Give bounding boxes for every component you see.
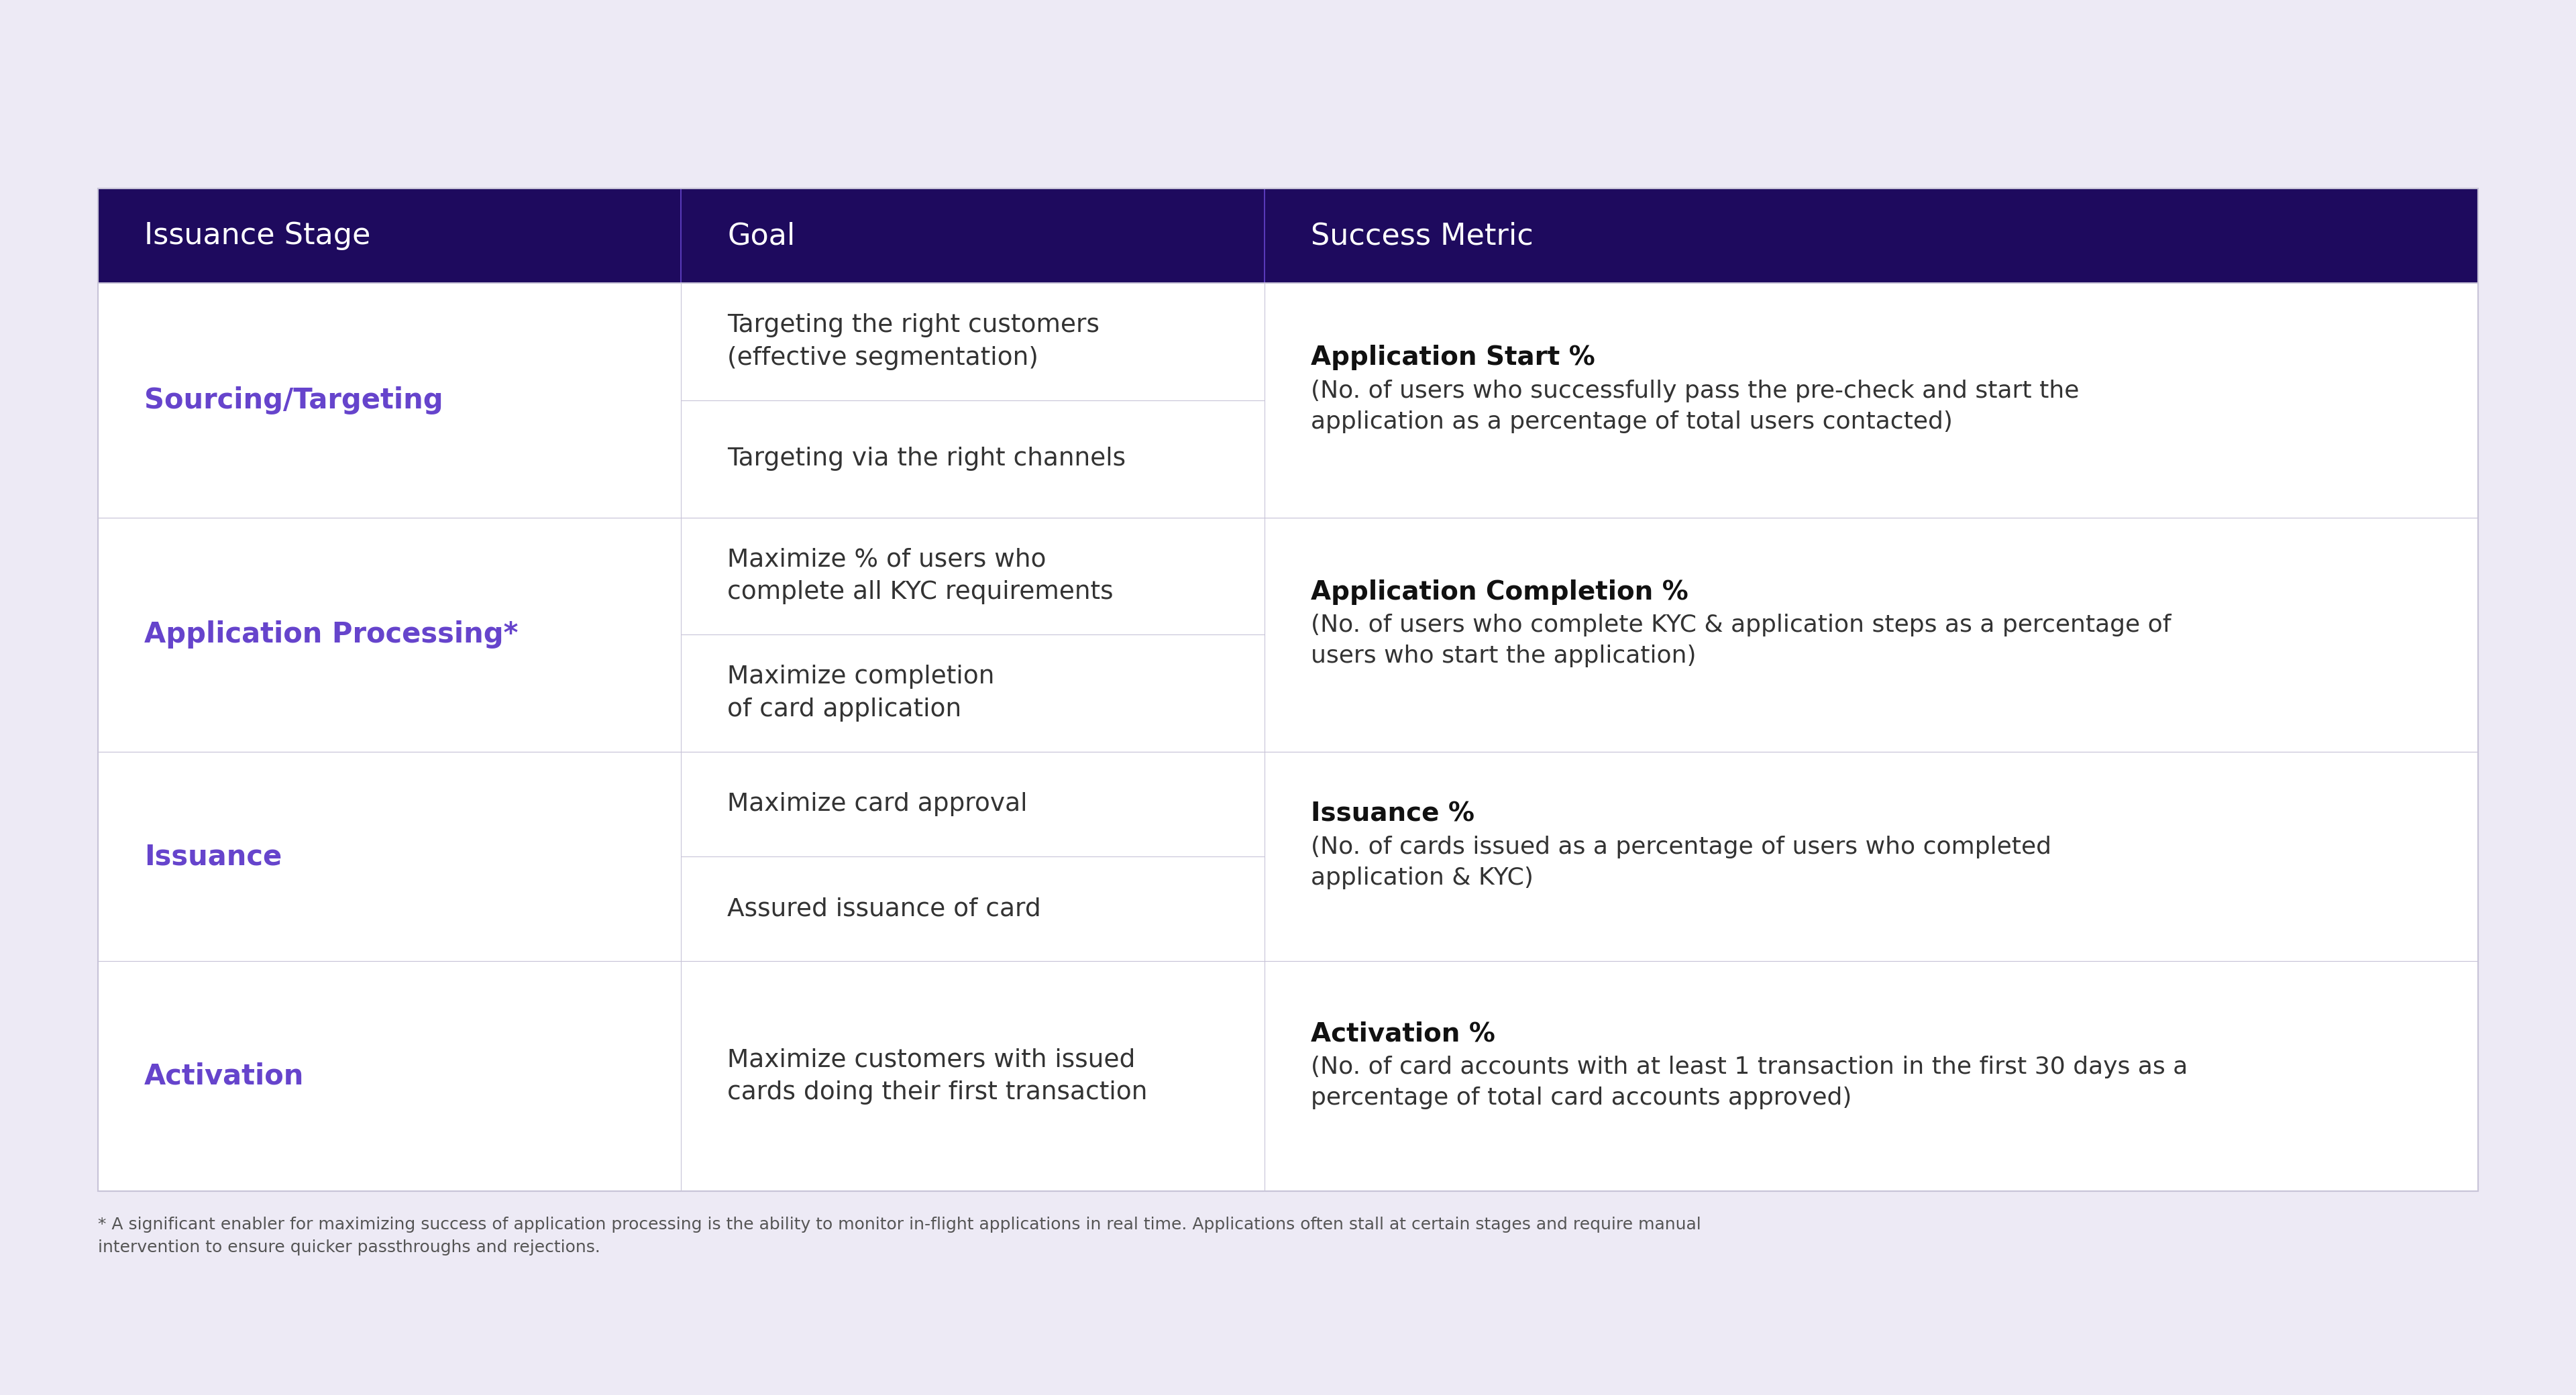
Text: Assured issuance of card: Assured issuance of card	[726, 897, 1041, 921]
Text: Activation: Activation	[144, 1062, 304, 1091]
Text: Application Start %: Application Start %	[1311, 345, 1595, 371]
Text: Maximize customers with issued
cards doing their first transaction: Maximize customers with issued cards doi…	[726, 1048, 1146, 1105]
Text: Maximize completion
of card application: Maximize completion of card application	[726, 665, 994, 721]
Text: (No. of users who successfully pass the pre-check and start the
application as a: (No. of users who successfully pass the …	[1311, 379, 2079, 434]
Bar	[98, 518, 2478, 752]
Bar	[98, 961, 2478, 1191]
Text: Goal: Goal	[726, 222, 796, 250]
Text: Targeting the right customers
(effective segmentation): Targeting the right customers (effective…	[726, 314, 1100, 370]
Text: Issuance %: Issuance %	[1311, 801, 1473, 827]
Bar	[98, 188, 2478, 283]
Text: Sourcing/Targeting: Sourcing/Targeting	[144, 386, 443, 414]
Text: Issuance: Issuance	[144, 843, 281, 870]
Text: Issuance Stage: Issuance Stage	[144, 222, 371, 250]
Text: Targeting via the right channels: Targeting via the right channels	[726, 446, 1126, 472]
Text: (No. of card accounts with at least 1 transaction in the first 30 days as a
perc: (No. of card accounts with at least 1 tr…	[1311, 1056, 2187, 1109]
Bar	[98, 283, 2478, 518]
Bar	[98, 188, 2478, 1191]
Text: Maximize % of users who
complete all KYC requirements: Maximize % of users who complete all KYC…	[726, 548, 1113, 604]
Text: Application Completion %: Application Completion %	[1311, 579, 1687, 605]
Text: (No. of cards issued as a percentage of users who completed
application & KYC): (No. of cards issued as a percentage of …	[1311, 836, 2050, 890]
Text: Maximize card approval: Maximize card approval	[726, 792, 1028, 816]
Bar	[98, 188, 2478, 283]
Text: (No. of users who complete KYC & application steps as a percentage of
users who : (No. of users who complete KYC & applica…	[1311, 614, 2172, 668]
Text: Success Metric: Success Metric	[1311, 222, 1533, 250]
Text: Application Processing*: Application Processing*	[144, 621, 518, 649]
Text: * A significant enabler for maximizing success of application processing is the : * A significant enabler for maximizing s…	[98, 1216, 1700, 1256]
Text: Activation %: Activation %	[1311, 1021, 1494, 1046]
Bar	[98, 752, 2478, 961]
